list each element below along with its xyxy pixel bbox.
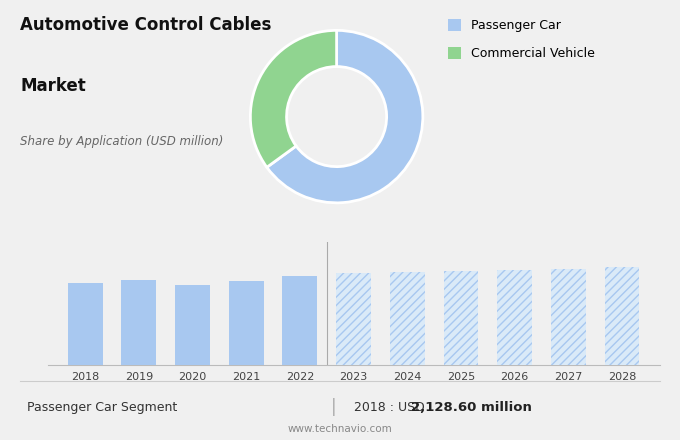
Bar: [605, 268, 639, 365]
Bar: [228, 282, 264, 365]
Bar: [122, 280, 156, 365]
Text: Passenger Car Segment: Passenger Car Segment: [27, 400, 177, 414]
Wedge shape: [250, 30, 337, 167]
Text: 2018 : USD: 2018 : USD: [354, 400, 428, 414]
Bar: [175, 285, 210, 365]
Text: Automotive Control Cables: Automotive Control Cables: [20, 16, 272, 34]
Bar: [390, 272, 425, 365]
Text: Market: Market: [20, 77, 86, 95]
Bar: [497, 270, 532, 365]
Text: 2,128.60 million: 2,128.60 million: [411, 400, 532, 414]
Bar: [443, 271, 479, 365]
Wedge shape: [267, 30, 423, 203]
Text: Share by Application (USD million): Share by Application (USD million): [20, 135, 224, 148]
Bar: [551, 268, 585, 365]
Legend: Passenger Car, Commercial Vehicle: Passenger Car, Commercial Vehicle: [448, 19, 594, 60]
Bar: [68, 283, 103, 365]
Text: |: |: [330, 398, 336, 416]
Bar: [282, 276, 318, 365]
Bar: [336, 273, 371, 365]
Text: www.technavio.com: www.technavio.com: [288, 424, 392, 434]
